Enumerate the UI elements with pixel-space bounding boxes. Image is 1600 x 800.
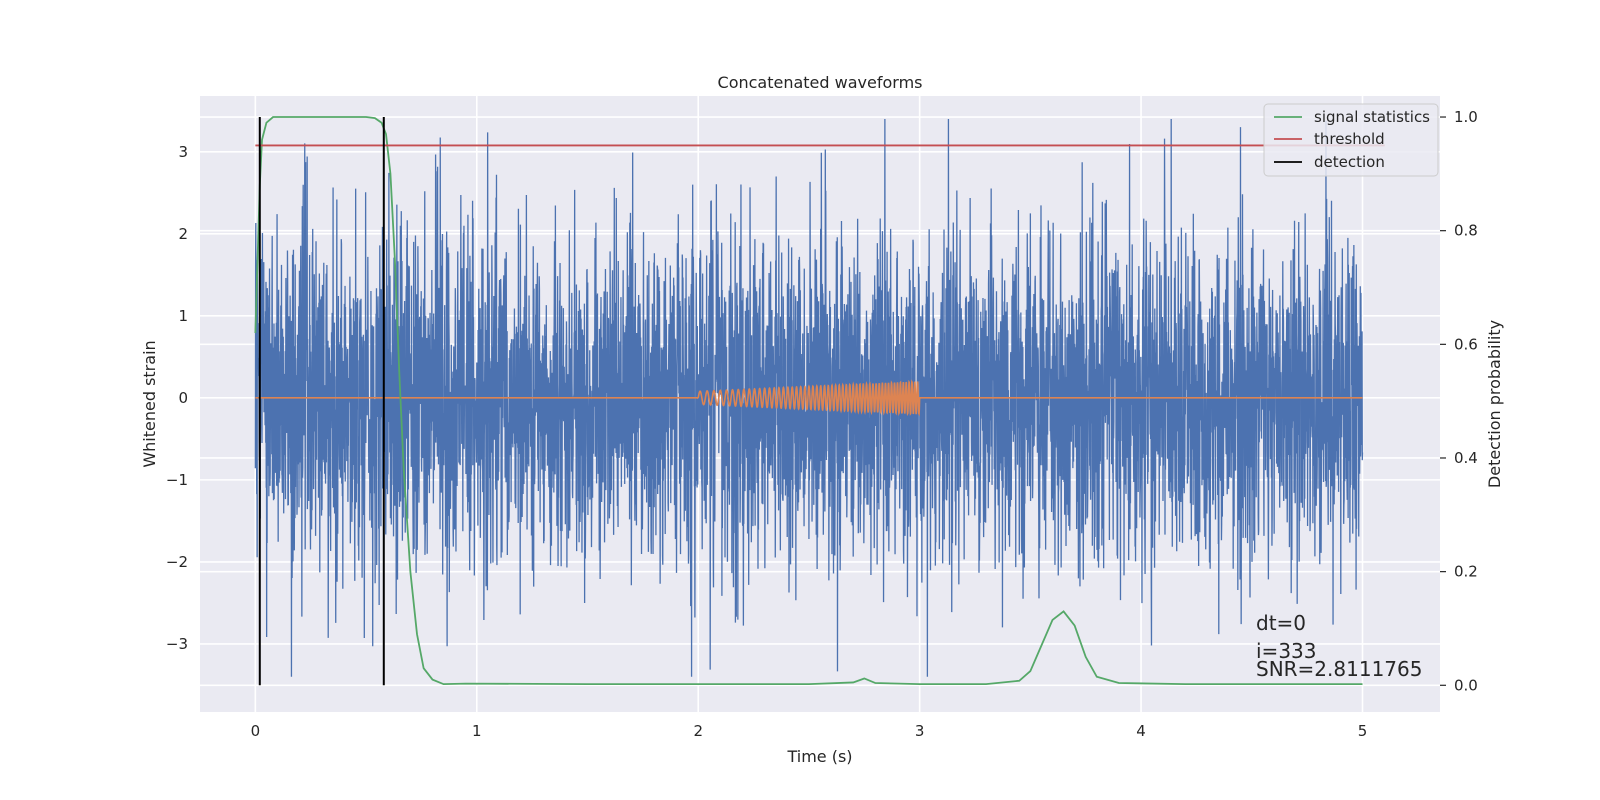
- tick-layer: 0 1 2 3 4 5 −3 −2 −1 0 1 2 3 0.0 0.2 0.4 0.6 0.8 1.0: [166, 108, 1478, 740]
- y-tick-label: −1: [166, 471, 188, 489]
- x-tick-label: 3: [915, 722, 925, 740]
- x-tick-label: 2: [693, 722, 703, 740]
- legend-label-detection: detection: [1314, 153, 1385, 171]
- annotation-block: dt=0 i=333 SNR=2.8111765: [1256, 611, 1422, 681]
- y2-axis-label: Detection probability: [1485, 320, 1504, 488]
- y-tick-label: 2: [178, 225, 188, 243]
- y2-tick-label: 0.6: [1454, 335, 1478, 353]
- legend: signal statistics threshold detection: [1263, 103, 1439, 177]
- series-noise-line: [254, 118, 1364, 677]
- y-tick-label: 1: [178, 307, 188, 325]
- legend-label-threshold: threshold: [1314, 130, 1385, 148]
- x-tick-label: 1: [472, 722, 482, 740]
- series-signal-statistics-line: [254, 116, 1363, 686]
- y-tick-label: −2: [166, 553, 188, 571]
- y2-tick-label: 0.2: [1454, 563, 1478, 581]
- series-chirp-line: [255, 379, 1363, 417]
- y2-tick-label: 0.0: [1454, 676, 1478, 694]
- y2-tick-label: 1.0: [1454, 108, 1478, 126]
- y-tick-label: 0: [178, 389, 188, 407]
- y-tick-label: 3: [178, 143, 188, 161]
- x-axis-label: Time (s): [786, 747, 852, 766]
- annotation-i: i=333: [1256, 639, 1317, 663]
- y-tick-label: −3: [166, 635, 188, 653]
- legend-label-signal-statistics: signal statistics: [1314, 108, 1430, 126]
- series-layer: [254, 116, 1385, 686]
- y2-tick-label: 0.8: [1454, 222, 1478, 240]
- y-axis-label: Whitened strain: [140, 340, 159, 467]
- x-tick-label: 5: [1358, 722, 1368, 740]
- x-tick-label: 0: [251, 722, 261, 740]
- chart-title: Concatenated waveforms: [718, 73, 923, 92]
- x-tick-label: 4: [1136, 722, 1146, 740]
- y2-tick-label: 0.4: [1454, 449, 1478, 467]
- legend-box: [1263, 103, 1439, 177]
- annotation-dt: dt=0: [1256, 611, 1306, 635]
- annotation-snr: SNR=2.8111765: [1256, 657, 1422, 681]
